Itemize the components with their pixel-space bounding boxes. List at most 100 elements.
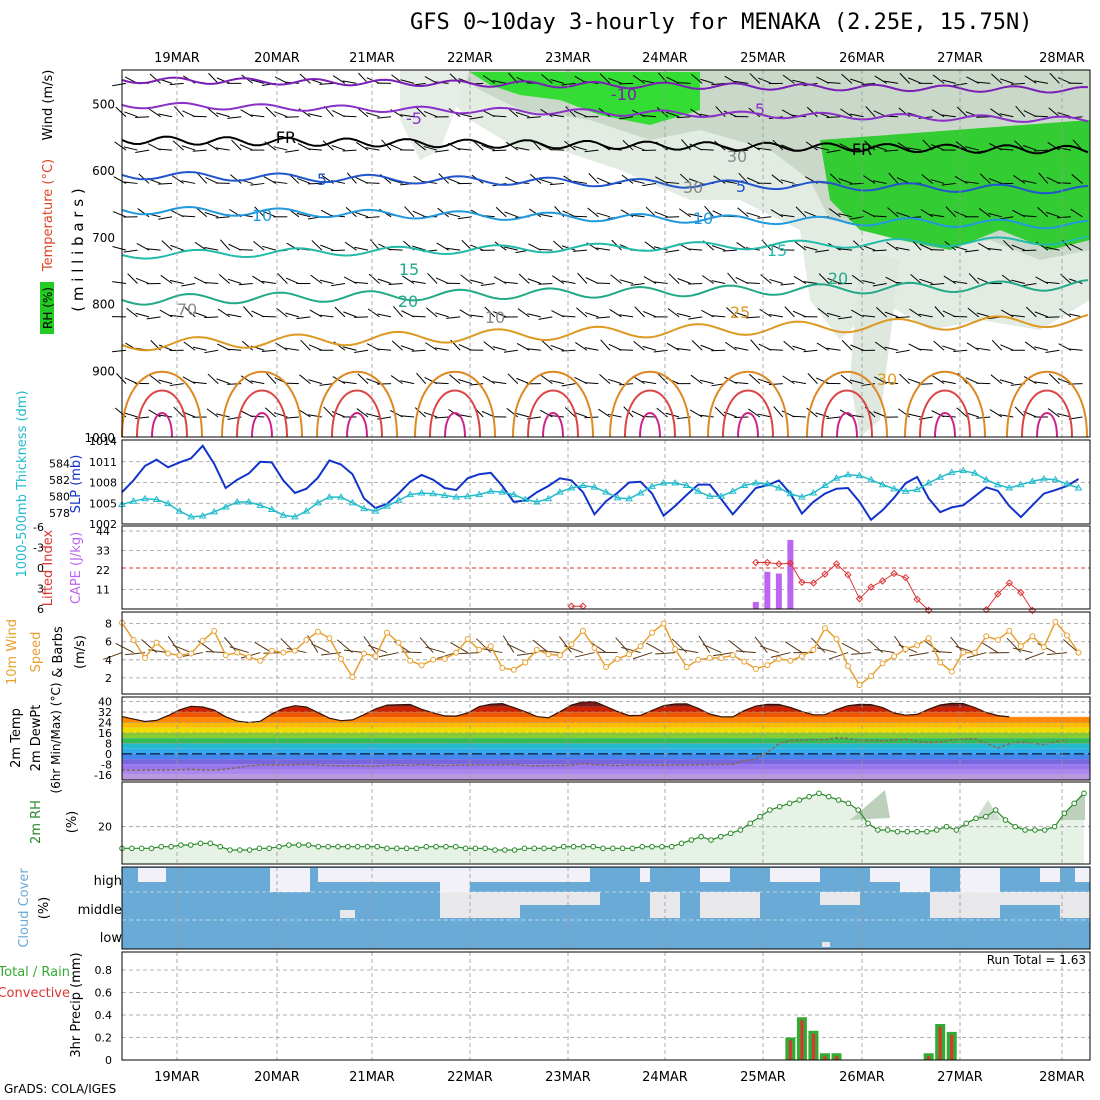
temp-tick: 0 — [105, 748, 112, 761]
wind-barb — [550, 79, 565, 84]
wind-barb — [342, 80, 357, 84]
rh2m-point — [737, 827, 744, 833]
cape-bar — [752, 601, 759, 609]
wind10-point — [165, 650, 172, 657]
wind-barb — [342, 346, 357, 351]
wind-barb — [308, 379, 323, 385]
wind-barb — [492, 381, 507, 385]
wind-barb — [965, 146, 979, 151]
rh2m-point — [884, 827, 891, 833]
wind-barb — [608, 378, 622, 385]
wind-barb — [726, 307, 738, 318]
cloud-gap — [640, 868, 650, 882]
thickness-point — [924, 479, 933, 486]
wind-barb — [274, 111, 288, 118]
wind10-barb — [223, 636, 238, 653]
rh2m-point — [678, 840, 685, 847]
rain-legend: Total / Rain — [0, 965, 70, 980]
lifted-index-point — [821, 570, 829, 578]
wind-barb — [1057, 378, 1072, 385]
wind-barb — [169, 383, 184, 387]
footer-credit: GrADS: COLA/IGES — [4, 1082, 117, 1096]
wind-barb — [967, 307, 980, 318]
thickness-point — [1016, 480, 1025, 488]
bottom-day-label: 28MAR — [1039, 1070, 1085, 1085]
wind10-axis-label: & Barbs — [51, 626, 66, 678]
wind-barb — [219, 239, 231, 251]
wind-barb — [218, 273, 231, 284]
wind-barb — [447, 177, 461, 184]
wind-barb — [803, 246, 818, 251]
wind-barb — [388, 248, 403, 251]
wind-barb — [803, 281, 818, 285]
wind10-point — [291, 647, 298, 654]
wind-barb — [1022, 283, 1037, 287]
temp-axis-label: 2m Temp — [9, 708, 24, 768]
wind10-point — [130, 636, 137, 643]
cloud-gap — [960, 868, 1000, 892]
wind-barb — [849, 379, 864, 385]
wind-barb — [538, 316, 553, 320]
wind10-point — [234, 649, 241, 656]
wind-barb — [123, 146, 138, 151]
loop-25 — [512, 370, 594, 438]
wind-barb — [600, 339, 611, 351]
wind-barb — [173, 406, 184, 418]
wind10-tick: 8 — [105, 618, 112, 631]
wind-barb — [504, 211, 518, 218]
wind-barb — [826, 149, 841, 153]
wind10-point — [579, 627, 586, 634]
wind-barb — [780, 214, 795, 218]
wind-barb — [1045, 246, 1060, 251]
wind-barb — [227, 116, 242, 119]
wind-barb — [757, 147, 772, 151]
temp-band — [122, 732, 1090, 739]
wind-barb — [135, 149, 150, 153]
wind-barb — [849, 113, 864, 118]
wind-barb — [1061, 239, 1072, 251]
cape-bar — [775, 573, 782, 609]
wind-barb — [573, 180, 588, 184]
thickness-tick: 584 — [49, 457, 70, 470]
wind-barb — [713, 175, 726, 184]
wind-barb — [676, 348, 691, 351]
wind-barb — [745, 316, 760, 319]
wind-barb — [299, 73, 311, 84]
wind-barb — [343, 311, 357, 318]
wind-barb — [599, 73, 611, 84]
wind-barb — [807, 373, 818, 384]
cape-tick: 44 — [96, 525, 110, 538]
isotherms — [121, 76, 1089, 352]
wind10-barb — [950, 636, 964, 653]
loop-35 — [542, 412, 564, 438]
loop-35 — [251, 412, 273, 438]
wind-barb — [503, 281, 518, 285]
wind-barb — [344, 241, 357, 251]
wind-barb — [261, 280, 276, 285]
wind10-barb — [311, 643, 330, 654]
wind-barb — [311, 240, 323, 251]
thickness-point — [360, 504, 368, 512]
wind-barb — [124, 377, 138, 385]
wind-barb — [838, 316, 853, 320]
rh2m-point — [933, 827, 940, 833]
wind-barb — [792, 345, 807, 351]
wind-barb — [956, 407, 968, 418]
wind10-point — [1052, 618, 1059, 625]
lifted-index-point — [775, 560, 783, 568]
wind10-barb — [229, 646, 249, 654]
wind10-point — [361, 650, 367, 657]
wind-barb — [319, 82, 334, 85]
wind10-barb — [784, 641, 803, 653]
wind-barb — [552, 275, 565, 284]
contour-label: 5 — [755, 100, 765, 119]
slp-tick: 1014 — [89, 435, 117, 448]
wind-barb — [679, 173, 692, 184]
thickness-point — [429, 489, 438, 497]
wind-barb — [526, 348, 541, 351]
rh2m-point — [1022, 827, 1028, 833]
thickness-point — [371, 507, 380, 514]
contour-label: 30 — [727, 147, 747, 166]
dewpt-axis-label: 2m DewPt — [29, 705, 44, 772]
rh-legend-swatch — [40, 282, 54, 334]
